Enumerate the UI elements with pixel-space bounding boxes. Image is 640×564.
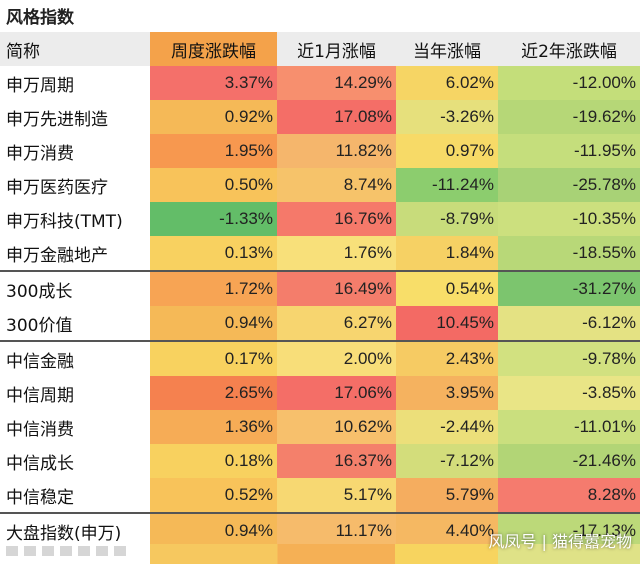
header-1m-change[interactable]: 近1月涨幅	[277, 32, 396, 66]
header-weekly-change[interactable]: 周度涨跌幅	[150, 32, 277, 66]
value-cell: 11.17%	[277, 512, 396, 548]
value-cell: -1.33%	[150, 202, 277, 236]
value-cell: 14.29%	[277, 66, 396, 100]
value-cell: 0.52%	[150, 478, 277, 513]
value-cell: 16.37%	[277, 444, 396, 478]
table-row: 申万金融地产 0.13% 1.76% 1.84% -18.55%	[0, 236, 640, 271]
value-cell: -6.12%	[498, 306, 640, 341]
value-cell: 4.40%	[396, 512, 498, 548]
value-cell: 2.43%	[396, 340, 498, 376]
value-cell: -12.00%	[498, 66, 640, 100]
value-cell: 0.18%	[150, 444, 277, 478]
row-name: 申万先进制造	[0, 100, 150, 134]
value-cell: 10.62%	[277, 410, 396, 444]
value-cell: -3.85%	[498, 376, 640, 410]
table-row: 大盘指数(申万) 0.94% 11.17% 4.40% -17.13%	[0, 512, 640, 548]
table-row: 300价值 0.94% 6.27% 10.45% -6.12%	[0, 306, 640, 341]
value-cell: 10.45%	[396, 306, 498, 341]
table-row: 中信稳定 0.52% 5.17% 5.79% 8.28%	[0, 478, 640, 513]
row-name: 300价值	[0, 306, 150, 341]
value-cell: 1.84%	[396, 236, 498, 271]
style-index-table: 简称 周度涨跌幅 近1月涨幅 当年涨幅 近2年涨跌幅 申万周期 3.37% 14.2…	[0, 32, 640, 548]
table-title: 风格指数	[6, 8, 74, 28]
row-name: 中信金融	[0, 340, 150, 376]
value-cell: 16.76%	[277, 202, 396, 236]
value-cell: 16.49%	[277, 270, 396, 306]
header-name[interactable]: 简称	[0, 32, 150, 66]
value-cell: 5.17%	[277, 478, 396, 513]
value-cell: -17.13%	[498, 512, 640, 548]
value-cell: 0.13%	[150, 236, 277, 271]
value-cell: 1.72%	[150, 270, 277, 306]
value-cell: -2.44%	[396, 410, 498, 444]
value-cell: -31.27%	[498, 270, 640, 306]
value-cell: 3.37%	[150, 66, 277, 100]
table-row: 中信消费 1.36% 10.62% -2.44% -11.01%	[0, 410, 640, 444]
value-cell: 1.76%	[277, 236, 396, 271]
value-cell: 17.08%	[277, 100, 396, 134]
value-cell: -25.78%	[498, 168, 640, 202]
row-name: 中信稳定	[0, 478, 150, 513]
value-cell: 17.06%	[277, 376, 396, 410]
table-row: 中信成长 0.18% 16.37% -7.12% -21.46%	[0, 444, 640, 478]
value-cell: -21.46%	[498, 444, 640, 478]
value-cell: -11.24%	[396, 168, 498, 202]
row-name: 大盘指数(申万)	[0, 512, 150, 548]
value-cell: 5.79%	[396, 478, 498, 513]
table-row: 申万科技(TMT) -1.33% 16.76% -8.79% -10.35%	[0, 202, 640, 236]
cutoff-row-cells	[150, 544, 640, 564]
header-row: 简称 周度涨跌幅 近1月涨幅 当年涨幅 近2年涨跌幅	[0, 32, 640, 66]
value-cell: 0.17%	[150, 340, 277, 376]
cutoff-row-label	[6, 546, 126, 556]
value-cell: 6.27%	[277, 306, 396, 341]
row-name: 300成长	[0, 270, 150, 306]
table-row: 300成长 1.72% 16.49% 0.54% -31.27%	[0, 270, 640, 306]
value-cell: 2.00%	[277, 340, 396, 376]
value-cell: 1.36%	[150, 410, 277, 444]
value-cell: 6.02%	[396, 66, 498, 100]
value-cell: 0.94%	[150, 512, 277, 548]
value-cell: 0.54%	[396, 270, 498, 306]
row-name: 中信周期	[0, 376, 150, 410]
value-cell: 11.82%	[277, 134, 396, 168]
row-name: 申万医药医疗	[0, 168, 150, 202]
value-cell: -19.62%	[498, 100, 640, 134]
value-cell: 2.65%	[150, 376, 277, 410]
value-cell: 8.28%	[498, 478, 640, 513]
value-cell: -3.26%	[396, 100, 498, 134]
header-2y-change[interactable]: 近2年涨跌幅	[498, 32, 640, 66]
value-cell: 0.94%	[150, 306, 277, 341]
value-cell: 0.50%	[150, 168, 277, 202]
table-row: 申万医药医疗 0.50% 8.74% -11.24% -25.78%	[0, 168, 640, 202]
value-cell: 0.97%	[396, 134, 498, 168]
table-row: 申万先进制造 0.92% 17.08% -3.26% -19.62%	[0, 100, 640, 134]
value-cell: 8.74%	[277, 168, 396, 202]
value-cell: -10.35%	[498, 202, 640, 236]
header-ytd-change[interactable]: 当年涨幅	[396, 32, 498, 66]
table-row: 申万周期 3.37% 14.29% 6.02% -12.00%	[0, 66, 640, 100]
cutoff-row	[0, 544, 640, 564]
row-name: 中信成长	[0, 444, 150, 478]
row-name: 申万周期	[0, 66, 150, 100]
value-cell: -18.55%	[498, 236, 640, 271]
table-row: 中信周期 2.65% 17.06% 3.95% -3.85%	[0, 376, 640, 410]
value-cell: -11.01%	[498, 410, 640, 444]
row-name: 申万消费	[0, 134, 150, 168]
value-cell: -8.79%	[396, 202, 498, 236]
value-cell: -9.78%	[498, 340, 640, 376]
row-name: 申万科技(TMT)	[0, 202, 150, 236]
table-row: 申万消费 1.95% 11.82% 0.97% -11.95%	[0, 134, 640, 168]
value-cell: -7.12%	[396, 444, 498, 478]
row-name: 中信消费	[0, 410, 150, 444]
row-name: 申万金融地产	[0, 236, 150, 271]
table-row: 中信金融 0.17% 2.00% 2.43% -9.78%	[0, 340, 640, 376]
value-cell: 0.92%	[150, 100, 277, 134]
value-cell: 3.95%	[396, 376, 498, 410]
value-cell: 1.95%	[150, 134, 277, 168]
watermark: 风凤号 | 猫得嚣宠物	[488, 532, 632, 551]
value-cell: -11.95%	[498, 134, 640, 168]
